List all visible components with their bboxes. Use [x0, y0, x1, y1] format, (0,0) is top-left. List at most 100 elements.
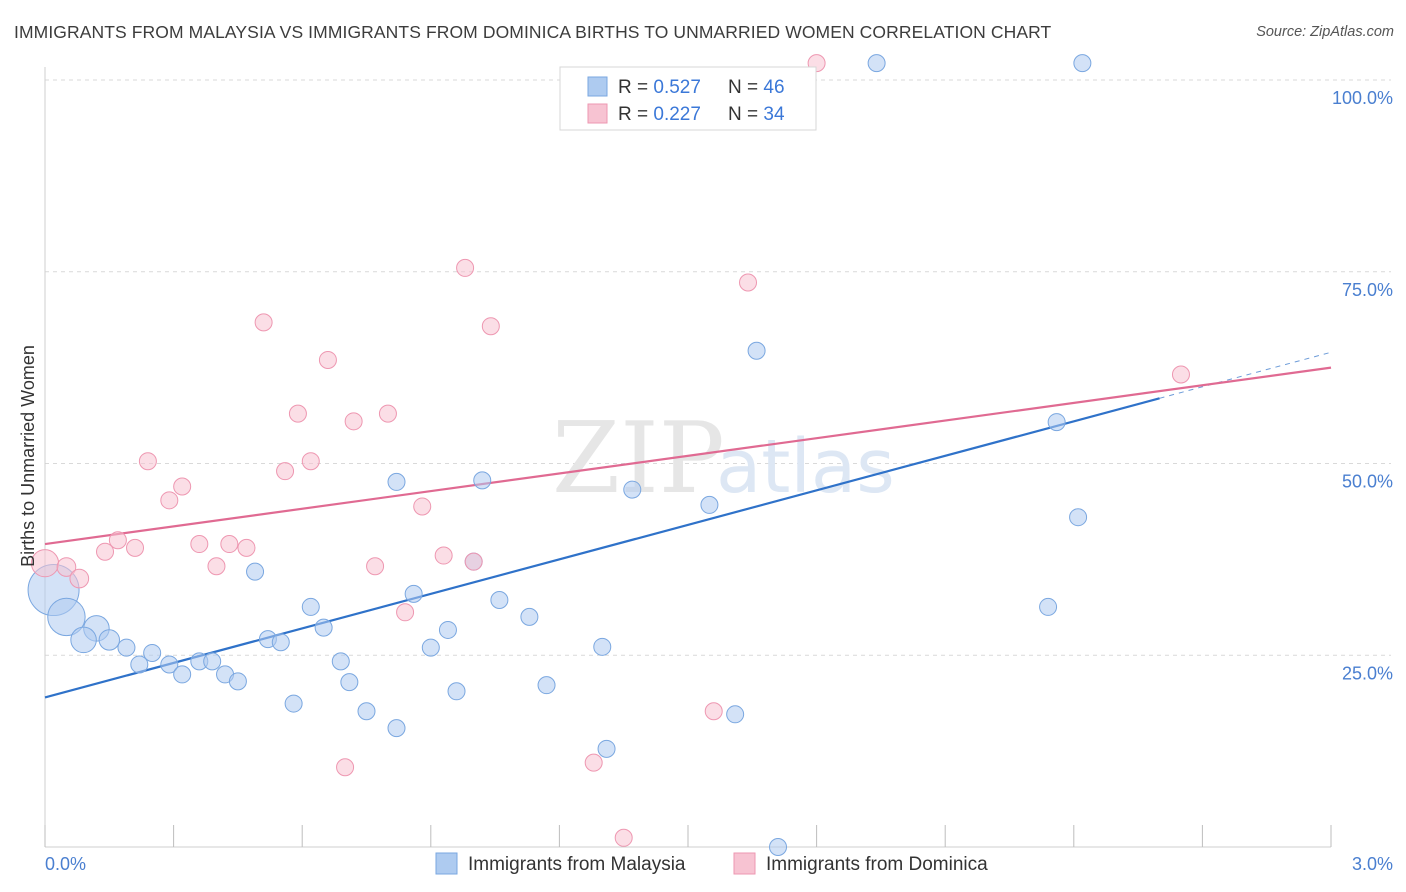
point-malaysia: [447, 682, 466, 701]
bottom-legend: Immigrants from Malaysia Immigrants from…: [435, 852, 988, 875]
point-dominica: [237, 538, 256, 557]
point-malaysia: [387, 719, 406, 738]
legend-r-value-1: 0.527: [653, 77, 701, 98]
legend-n-label-1: N =: [728, 77, 763, 98]
svg-text:N = 34: N = 34: [728, 104, 785, 125]
point-malaysia: [173, 665, 192, 684]
point-malaysia: [537, 676, 556, 695]
point-malaysia: [1047, 413, 1066, 432]
point-dominica: [481, 317, 500, 336]
watermark: ZIP atlas: [552, 402, 895, 516]
point-dominica: [254, 313, 273, 332]
trend-line-malaysia: [44, 397, 1160, 699]
legend-n-value-2: 34: [763, 104, 785, 125]
y-tick-label: 100.0%: [1332, 88, 1393, 108]
point-malaysia: [700, 495, 719, 514]
point-dominica: [190, 535, 209, 554]
point-malaysia: [520, 607, 539, 626]
point-dominica: [126, 538, 145, 557]
legend-r-label-1: R =: [618, 77, 653, 98]
point-dominica: [138, 452, 157, 471]
source-credit: Source: ZipAtlas.com: [1256, 24, 1394, 40]
point-dominica: [301, 452, 320, 471]
point-malaysia: [769, 838, 788, 856]
point-dominica: [69, 568, 90, 589]
point-malaysia: [246, 562, 265, 581]
bottom-legend-swatch-malaysia: [435, 852, 458, 875]
point-dominica: [739, 273, 758, 292]
point-dominica: [108, 531, 127, 550]
legend-swatch-malaysia: [587, 76, 608, 97]
point-malaysia: [867, 54, 886, 73]
point-malaysia: [271, 633, 290, 652]
svg-text:R = 0.227: R = 0.227: [618, 104, 701, 125]
point-malaysia: [203, 652, 222, 671]
point-dominica: [318, 350, 337, 369]
watermark-zip: ZIP: [552, 402, 725, 516]
y-tick-label: 50.0%: [1342, 472, 1393, 492]
point-dominica: [220, 535, 239, 554]
y-axis-label: Births to Unmarried Women: [18, 345, 38, 567]
point-dominica: [207, 557, 226, 576]
point-dominica: [434, 546, 453, 565]
legend-r-label-2: R =: [618, 104, 653, 125]
chart-title: IMMIGRANTS FROM MALAYSIA VS IMMIGRANTS F…: [14, 22, 1052, 42]
point-malaysia: [284, 694, 303, 713]
point-dominica: [413, 497, 432, 516]
point-dominica: [396, 603, 415, 622]
grid-lines: [45, 79, 1391, 656]
point-malaysia: [1073, 54, 1092, 73]
point-dominica: [1171, 365, 1190, 384]
point-malaysia: [47, 597, 86, 637]
point-malaysia: [404, 584, 423, 603]
legend: R = 0.527 N = 46 R = 0.227 N = 34: [559, 66, 817, 131]
point-malaysia: [597, 739, 616, 758]
point-malaysia: [340, 673, 359, 692]
point-dominica: [276, 462, 295, 481]
x-tick-label: 0.0%: [45, 854, 86, 874]
legend-n-label-2: N =: [728, 104, 763, 125]
axes: [44, 67, 1332, 848]
legend-r-value-2: 0.227: [653, 104, 701, 125]
point-malaysia: [387, 472, 406, 491]
bottom-legend-label-dominica: Immigrants from Dominica: [766, 854, 988, 875]
point-dominica: [614, 828, 633, 847]
point-malaysia: [726, 705, 745, 724]
bottom-legend-swatch-dominica: [733, 852, 756, 875]
point-malaysia: [357, 702, 376, 721]
point-malaysia: [143, 643, 162, 662]
point-dominica: [378, 404, 397, 423]
point-dominica: [173, 477, 192, 496]
point-malaysia: [490, 591, 509, 610]
y-tick-label: 25.0%: [1342, 663, 1393, 683]
point-malaysia: [228, 672, 247, 691]
point-malaysia: [1069, 508, 1088, 527]
point-malaysia: [70, 626, 97, 654]
x-tick-label: 3.0%: [1352, 854, 1393, 874]
point-dominica: [160, 491, 179, 510]
bottom-legend-label-malaysia: Immigrants from Malaysia: [468, 854, 686, 875]
watermark-atlas: atlas: [716, 424, 895, 510]
trend-lines: [44, 351, 1332, 699]
point-malaysia: [331, 652, 350, 671]
point-malaysia: [1039, 597, 1058, 616]
point-malaysia: [301, 597, 320, 616]
svg-text:R = 0.527: R = 0.527: [618, 77, 701, 98]
point-dominica: [584, 753, 603, 772]
point-malaysia: [593, 637, 612, 656]
point-dominica: [56, 557, 77, 577]
point-dominica: [704, 702, 723, 721]
legend-n-value-1: 46: [763, 77, 784, 98]
point-malaysia: [314, 618, 333, 637]
data-points: [27, 54, 1190, 856]
point-dominica: [456, 258, 475, 277]
point-malaysia: [117, 638, 136, 657]
point-dominica: [288, 404, 307, 423]
point-malaysia: [747, 341, 766, 360]
point-dominica: [464, 552, 483, 571]
svg-text:N = 46: N = 46: [728, 77, 785, 98]
point-dominica: [336, 758, 355, 777]
point-dominica: [366, 557, 385, 576]
trend-line-dominica: [44, 366, 1332, 546]
